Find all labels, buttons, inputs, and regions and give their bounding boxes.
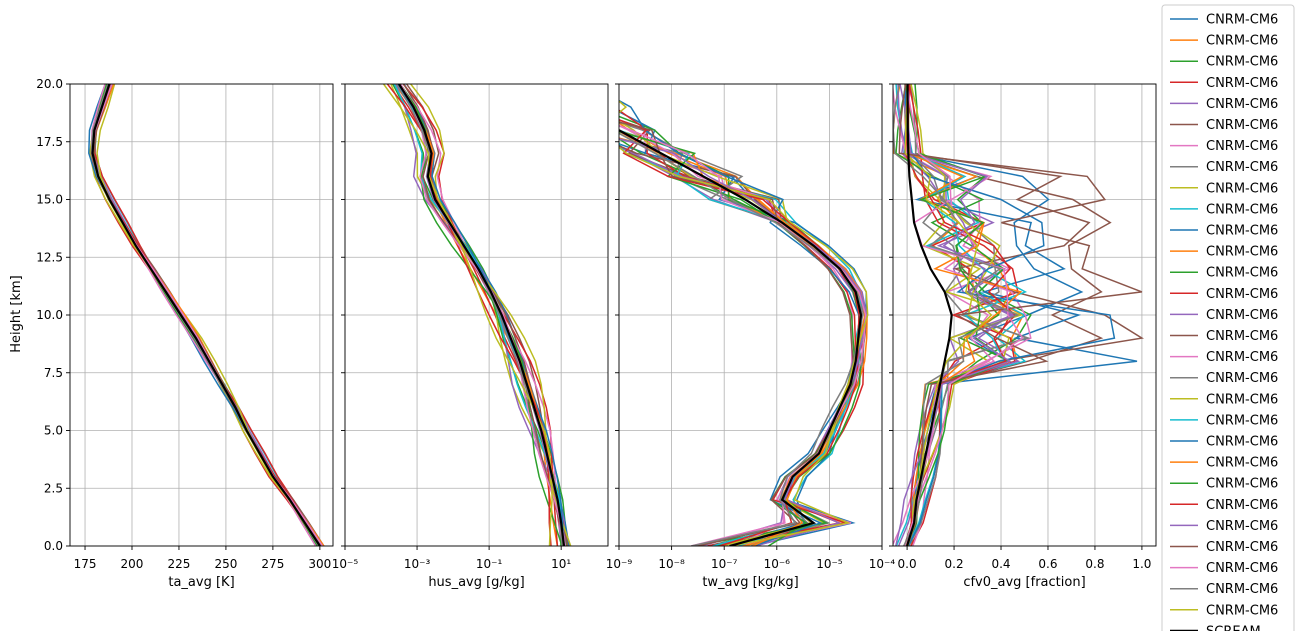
y-tick-label: 20.0 [36, 77, 63, 91]
x-tick-label: 0.2 [945, 557, 964, 571]
legend-label: CNRM-CM6 [1206, 34, 1278, 49]
legend-label: CNRM-CM6 [1206, 540, 1278, 555]
x-tick-label: 300 [308, 557, 331, 571]
x-tick-label: 175 [74, 557, 97, 571]
x-tick-label: 275 [261, 557, 284, 571]
legend-label: CNRM-CM6 [1206, 224, 1278, 239]
x-tick-label: 10⁻⁶ [764, 557, 791, 571]
series-line-24 [619, 118, 860, 546]
series-group [382, 84, 572, 546]
x-tick-label: 10⁻⁴ [869, 557, 896, 571]
y-tick-label: 12.5 [36, 250, 63, 264]
series-line-28 [619, 132, 864, 546]
series-line-23 [903, 84, 1011, 546]
x-tick-label: 250 [214, 557, 237, 571]
series-line-29 [619, 100, 869, 546]
series-group [893, 84, 1145, 546]
legend-label: CNRM-CM6 [1206, 266, 1278, 281]
legend-label: CNRM-CM6 [1206, 139, 1278, 154]
panel-2: 10⁻⁵ 10⁻³ 10⁻¹ 10¹ hus_avg [g/kg] [332, 83, 609, 590]
legend-label: CNRM-CM6 [1206, 413, 1278, 428]
legend-label: CNRM-CM6 [1206, 160, 1278, 175]
legend-label: CNRM-CM6 [1206, 561, 1278, 576]
reference-line [91, 84, 321, 546]
legend-label: CNRM-CM6 [1206, 371, 1278, 386]
x-tick-label: 10⁻⁵ [332, 557, 359, 571]
legend-label: CNRM-CM6 [1206, 97, 1278, 112]
series-line-24 [386, 84, 552, 546]
legend-label: CNRM-CM6 [1206, 582, 1278, 597]
y-tick-label: 10.0 [36, 308, 63, 322]
y-tick-label: 17.5 [36, 135, 63, 149]
panels-layer: 175 200 225 250 275 300 ta_avg [K] 0.0 2.5 5.0 7.5… [36, 77, 1157, 590]
x-tick-label: 225 [168, 557, 191, 571]
legend-label: CNRM-CM6 [1206, 181, 1278, 196]
legend-label: CNRM-CM6 [1206, 308, 1278, 323]
x-tick-label: 0.8 [1085, 557, 1104, 571]
series-line-21 [904, 84, 1116, 546]
x-tick-label: 10¹ [551, 557, 571, 571]
x-tick-label: 200 [121, 557, 144, 571]
series-line-27 [399, 84, 567, 546]
legend-label: CNRM-CM6 [1206, 76, 1278, 91]
reference-line [906, 84, 953, 546]
x-tick-label: 0.0 [898, 557, 917, 571]
reference-line [619, 128, 863, 546]
x-tick-label: 10⁻⁵ [816, 557, 843, 571]
legend-label: CNRM-CM6 [1206, 456, 1278, 471]
x-axis-label: cfv0_avg [fraction] [963, 575, 1085, 590]
reference-line [398, 84, 566, 546]
series-line-5 [900, 84, 1016, 546]
panel-4: 0.0 0.2 0.4 0.6 0.8 1.0 cfv0_avg [fraction] [889, 83, 1157, 590]
legend-label: CNRM-CM6 [1206, 350, 1278, 365]
panel-1: 175 200 225 250 275 300 ta_avg [K] 0.0 2.5 5.0 7.5… [36, 77, 334, 590]
legend-label: CNRM-CM6 [1206, 245, 1278, 260]
y-tick-label: 2.5 [44, 481, 63, 495]
y-tick-label: 5.0 [44, 424, 63, 438]
series-group [619, 99, 869, 546]
x-tick-label: 10⁻¹ [476, 557, 503, 571]
legend-label: CNRM-CM6 [1206, 498, 1278, 513]
x-tick-label: 10⁻⁹ [606, 557, 633, 571]
legend-label: CNRM-CM6 [1206, 13, 1278, 28]
legend-label: CNRM-CM6 [1206, 477, 1278, 492]
legend-frame [1161, 4, 1295, 635]
x-tick-label: 0.4 [991, 557, 1010, 571]
series-line-27 [904, 84, 1024, 546]
legend-label: SCREAM [1206, 624, 1261, 631]
x-axis-label: ta_avg [K] [168, 575, 234, 590]
x-tick-label: 0.6 [1038, 557, 1057, 571]
legend-label: CNRM-CM6 [1206, 55, 1278, 70]
legend-label: CNRM-CM6 [1206, 435, 1278, 450]
x-tick-label: 10⁻⁷ [711, 557, 738, 571]
x-axis-label: tw_avg [kg/kg] [702, 575, 798, 590]
legend-label: CNRM-CM6 [1206, 118, 1278, 133]
y-tick-label: 15.0 [36, 193, 63, 207]
series-group [88, 84, 325, 546]
legend-label: CNRM-CM6 [1206, 519, 1278, 534]
y-tick-label: 7.5 [44, 366, 63, 380]
series-line-29 [904, 84, 993, 546]
x-axis-label: hus_avg [g/kg] [428, 575, 524, 590]
legend-label: CNRM-CM6 [1206, 202, 1278, 217]
y-axis-label: Height [km] [9, 275, 24, 352]
legend-label: CNRM-CM6 [1206, 329, 1278, 344]
legend-label: CNRM-CM6 [1206, 287, 1278, 302]
x-tick-label: 1.0 [1132, 557, 1151, 571]
legend-label: CNRM-CM6 [1206, 392, 1278, 407]
series-line-14 [904, 84, 1019, 546]
series-line-25 [895, 84, 1013, 546]
x-tick-label: 10⁻³ [404, 557, 431, 571]
x-tick-label: 10⁻⁸ [658, 557, 685, 571]
legend-label: CNRM-CM6 [1206, 603, 1278, 618]
panel-3: 10⁻⁹ 10⁻⁸ 10⁻⁷ 10⁻⁶ 10⁻⁵ 10⁻⁴ tw_avg [kg/kg] [606, 83, 896, 590]
legend: CNRM-CM6 CNRM-CM6 CNRM-CM6 CNRM-CM6 CNRM-CM6… [1161, 4, 1295, 635]
y-tick-label: 0.0 [44, 539, 63, 553]
